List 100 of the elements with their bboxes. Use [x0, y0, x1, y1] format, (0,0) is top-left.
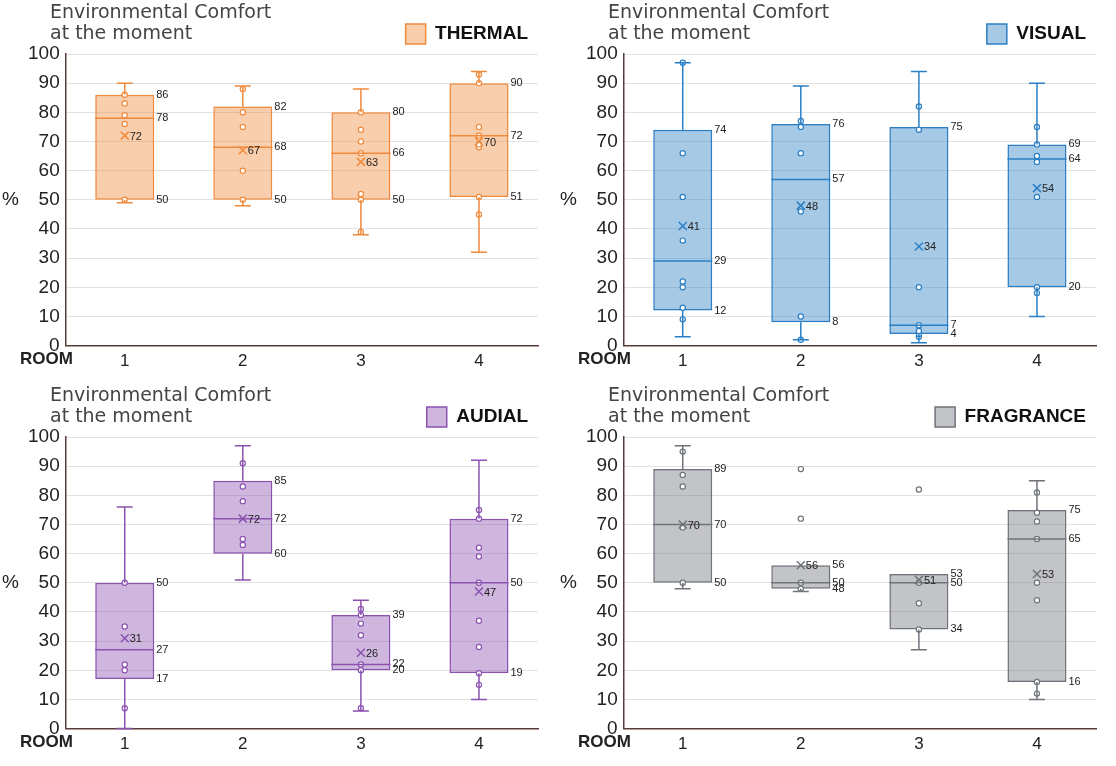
annotation: 50: [392, 192, 405, 205]
annotation: 51: [923, 573, 937, 586]
y-tick-label: 60: [38, 158, 60, 180]
annotation: 54: [1041, 182, 1055, 195]
y-tick-label: 70: [596, 512, 618, 534]
y-axis-title: %: [560, 188, 577, 210]
x-tick-label: 1: [678, 351, 688, 371]
annotation: 41: [687, 220, 700, 233]
y-tick-label: 10: [38, 304, 60, 326]
annotation: 80: [392, 105, 405, 118]
y-tick-label: 20: [596, 658, 618, 680]
y-tick-label: 80: [38, 100, 60, 122]
annotation: 90: [510, 76, 523, 89]
y-tick-label: 100: [28, 425, 60, 447]
annotation: 70: [483, 135, 497, 148]
y-tick-label: 30: [596, 629, 618, 651]
chart-title: Environmental Comfort at the moment: [50, 383, 272, 427]
annotation: 34: [950, 622, 963, 635]
annotation: 72: [510, 128, 523, 141]
legend-label: FRAGRANCE: [964, 405, 1087, 427]
annotation: 48: [805, 199, 819, 212]
y-tick-label: 40: [596, 600, 618, 622]
annotation: 50: [156, 192, 169, 205]
annotation: 82: [274, 99, 287, 112]
annotation: 64: [1068, 152, 1081, 165]
y-axis-title: %: [2, 188, 19, 210]
annotation: 50: [156, 575, 169, 588]
annotation: 78: [156, 111, 169, 124]
y-tick-label: 20: [38, 658, 60, 680]
annotation: 50: [714, 575, 727, 588]
x-tick-label: 3: [914, 351, 924, 371]
annotation: 86: [156, 87, 169, 100]
annotation: 76: [832, 117, 845, 130]
y-tick-label: 40: [38, 600, 60, 622]
y-tick-label: 40: [38, 217, 60, 239]
annotation: 50: [274, 192, 287, 205]
annotation: 8: [832, 315, 839, 328]
x-tick-label: 1: [120, 734, 130, 754]
y-tick-label: 10: [596, 304, 618, 326]
x-tick-label: 1: [120, 351, 130, 371]
y-tick-label: 70: [38, 512, 60, 534]
annotation: 60: [274, 546, 287, 559]
annotation: 68: [274, 140, 287, 153]
annotation: 29: [714, 254, 727, 267]
y-tick-label: 90: [596, 71, 618, 93]
annotation: 63: [365, 155, 379, 168]
y-tick-label: 30: [596, 246, 618, 268]
annotation: 57: [832, 172, 845, 185]
y-tick-label: 20: [596, 275, 618, 297]
x-tick-label: 2: [796, 734, 806, 754]
annotation: 72: [129, 129, 142, 142]
annotation: 70: [687, 518, 700, 531]
annotation: 65: [1068, 532, 1081, 545]
annotation: 75: [950, 119, 963, 132]
annotation: 27: [156, 642, 169, 655]
annotation: 70: [714, 517, 727, 530]
x-tick-label: 4: [1032, 351, 1042, 371]
annotation: 53: [950, 567, 963, 580]
annotation: 31: [129, 632, 142, 645]
annotation: 72: [274, 511, 287, 524]
y-tick-label: 60: [596, 158, 618, 180]
y-tick-label: 70: [596, 129, 618, 151]
annotation: 17: [156, 672, 169, 685]
y-tick-label: 50: [596, 188, 618, 210]
annotation: 20: [1068, 280, 1081, 293]
x-tick-label: 2: [238, 734, 248, 754]
x-tick-label: 2: [238, 351, 248, 371]
annotation: 50: [510, 575, 523, 588]
y-tick-label: 100: [28, 42, 60, 64]
y-tick-label: 20: [38, 275, 60, 297]
y-tick-label: 50: [38, 571, 60, 593]
annotation: 69: [1068, 137, 1081, 150]
annotation: 75: [1068, 502, 1081, 515]
y-tick-label: 90: [38, 454, 60, 476]
x-tick-label: 4: [1032, 734, 1042, 754]
y-tick-label: 70: [38, 129, 60, 151]
annotation: 7: [950, 318, 957, 331]
y-tick-label: 80: [38, 483, 60, 505]
y-tick-label: 100: [586, 42, 618, 64]
legend-label: AUDIAL: [456, 405, 529, 427]
x-tick-label: 3: [356, 351, 366, 371]
y-axis-title: %: [560, 571, 577, 593]
annotation: 56: [805, 559, 819, 572]
chart-title: Environmental Comfort at the moment: [608, 383, 830, 427]
chart-title: Environmental Comfort at the moment: [608, 0, 830, 44]
annotation: 66: [392, 146, 405, 159]
y-axis-title: %: [2, 571, 19, 593]
legend-label: VISUAL: [1016, 22, 1087, 44]
annotation: 51: [510, 189, 523, 202]
y-tick-label: 30: [38, 246, 60, 268]
y-tick-label: 100: [586, 425, 618, 447]
y-tick-label: 80: [596, 483, 618, 505]
y-tick-label: 90: [596, 454, 618, 476]
x-tick-label: 2: [796, 351, 806, 371]
x-tick-label: 4: [474, 351, 484, 371]
annotation: 34: [923, 240, 937, 253]
legend-label: THERMAL: [435, 22, 529, 44]
x-tick-label: 1: [678, 734, 688, 754]
y-tick-label: 30: [38, 629, 60, 651]
annotation: 16: [1068, 674, 1081, 687]
